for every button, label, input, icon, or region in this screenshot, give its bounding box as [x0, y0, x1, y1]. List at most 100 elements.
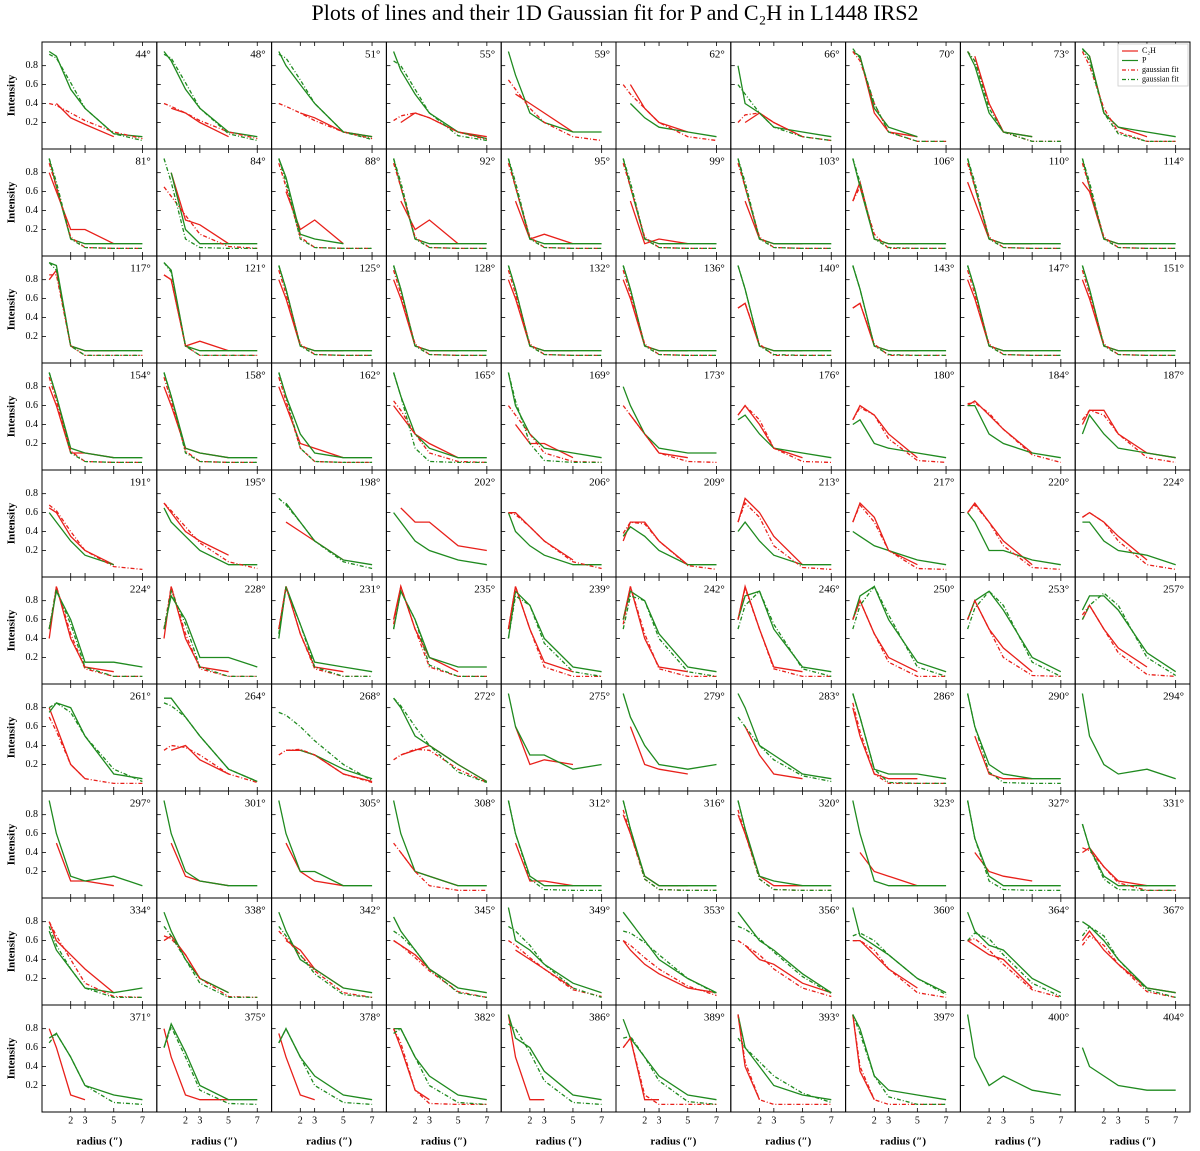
- data-line: [170, 172, 229, 245]
- fit-line: [1081, 604, 1176, 678]
- angle-label: 386°: [589, 1012, 610, 1024]
- x-tick-label: 7: [944, 1115, 949, 1126]
- angle-label: 173°: [704, 370, 725, 382]
- data-line: [622, 1036, 659, 1101]
- y-axis-label: Intensity: [6, 823, 18, 865]
- fit-line: [966, 800, 1061, 892]
- data-line: [744, 200, 803, 245]
- fit-line: [1081, 158, 1176, 250]
- fit-line: [622, 595, 717, 678]
- x-tick-label: 7: [1058, 1115, 1063, 1126]
- angle-label: 261°: [130, 691, 151, 703]
- data-line: [392, 51, 487, 140]
- data-line: [507, 693, 602, 770]
- angle-label: 140°: [819, 263, 840, 275]
- fit-line: [392, 158, 487, 250]
- fit-line: [163, 502, 258, 570]
- angle-label: 162°: [359, 370, 380, 382]
- data-line: [737, 911, 832, 994]
- data-line: [967, 512, 1061, 566]
- data-line: [278, 1033, 315, 1101]
- angle-label: 308°: [474, 798, 495, 810]
- data-line: [514, 200, 574, 245]
- fit-line: [967, 932, 1062, 998]
- data-line: [507, 51, 602, 133]
- data-line: [1081, 413, 1176, 459]
- data-line: [629, 726, 688, 775]
- fit-line: [393, 400, 487, 464]
- fit-line: [48, 926, 143, 999]
- fit-line: [393, 748, 488, 784]
- x-tick-label: 7: [829, 1115, 834, 1126]
- data-line: [852, 179, 918, 245]
- data-line: [852, 1014, 875, 1100]
- fit-line: [507, 586, 602, 678]
- data-line: [507, 372, 602, 459]
- data-line: [393, 512, 487, 566]
- fit-line: [737, 800, 832, 892]
- angle-label: 169°: [589, 370, 610, 382]
- fit-line: [852, 702, 947, 785]
- angle-label: 213°: [819, 477, 840, 489]
- data-line: [514, 842, 574, 887]
- x-tick-label: 7: [255, 1115, 260, 1126]
- data-line: [966, 800, 1061, 887]
- data-line: [170, 107, 229, 138]
- y-tick-label: 0.4: [26, 847, 39, 858]
- fit-line: [966, 158, 1061, 250]
- angle-label: 154°: [130, 370, 151, 382]
- data-line: [507, 158, 602, 245]
- x-tick-label: 7: [140, 1115, 145, 1126]
- y-tick-label: 0.4: [26, 633, 39, 644]
- angle-label: 224°: [130, 584, 151, 596]
- x-tick-label: 5: [800, 1115, 805, 1126]
- angle-label: 228°: [245, 584, 266, 596]
- legend-label: P: [1142, 55, 1147, 64]
- fit-line: [1081, 935, 1176, 999]
- angle-label: 132°: [589, 263, 610, 275]
- angle-label: 191°: [130, 477, 151, 489]
- data-line: [507, 279, 573, 352]
- y-tick-label: 0.2: [26, 545, 39, 556]
- fit-line: [507, 163, 602, 250]
- data-line: [286, 749, 373, 783]
- fit-line: [48, 53, 143, 142]
- y-axis-label: Intensity: [6, 288, 18, 330]
- data-line: [974, 735, 1033, 780]
- y-axis-label: Intensity: [6, 74, 18, 116]
- fit-line: [852, 302, 947, 357]
- fit-line: [392, 270, 487, 357]
- y-tick-label: 0.8: [26, 167, 39, 178]
- fit-line: [48, 702, 143, 783]
- angle-label: 239°: [589, 584, 610, 596]
- angle-label: 353°: [704, 905, 725, 917]
- fit-line: [507, 270, 602, 357]
- x-axis-label: radius (″): [1110, 1136, 1156, 1148]
- fit-line: [163, 935, 258, 999]
- data-line: [737, 414, 832, 459]
- x-tick-label: 2: [642, 1115, 647, 1126]
- x-tick-label: 7: [1173, 1115, 1178, 1126]
- data-line: [622, 814, 688, 887]
- angle-label: 128°: [474, 263, 495, 275]
- data-line: [48, 158, 143, 245]
- fit-line: [622, 586, 717, 678]
- y-axis-label: Intensity: [6, 930, 18, 972]
- data-line: [507, 265, 602, 352]
- x-axis-label: radius (″): [765, 1136, 811, 1148]
- y-tick-label: 0.4: [26, 740, 39, 751]
- data-line: [48, 930, 143, 994]
- x-tick-label: 2: [527, 1115, 532, 1126]
- data-line: [622, 386, 717, 454]
- y-axis-label: Intensity: [6, 395, 18, 437]
- angle-label: 250°: [933, 584, 954, 596]
- fit-line: [737, 158, 832, 250]
- fit-line: [622, 84, 717, 142]
- fit-line: [737, 163, 832, 250]
- angle-label: 331°: [1163, 798, 1184, 810]
- angle-label: 286°: [933, 691, 954, 703]
- y-tick-label: 0.8: [26, 595, 39, 606]
- y-tick-label: 0.6: [26, 1042, 39, 1053]
- fit-line: [392, 589, 487, 678]
- data-line: [737, 65, 832, 138]
